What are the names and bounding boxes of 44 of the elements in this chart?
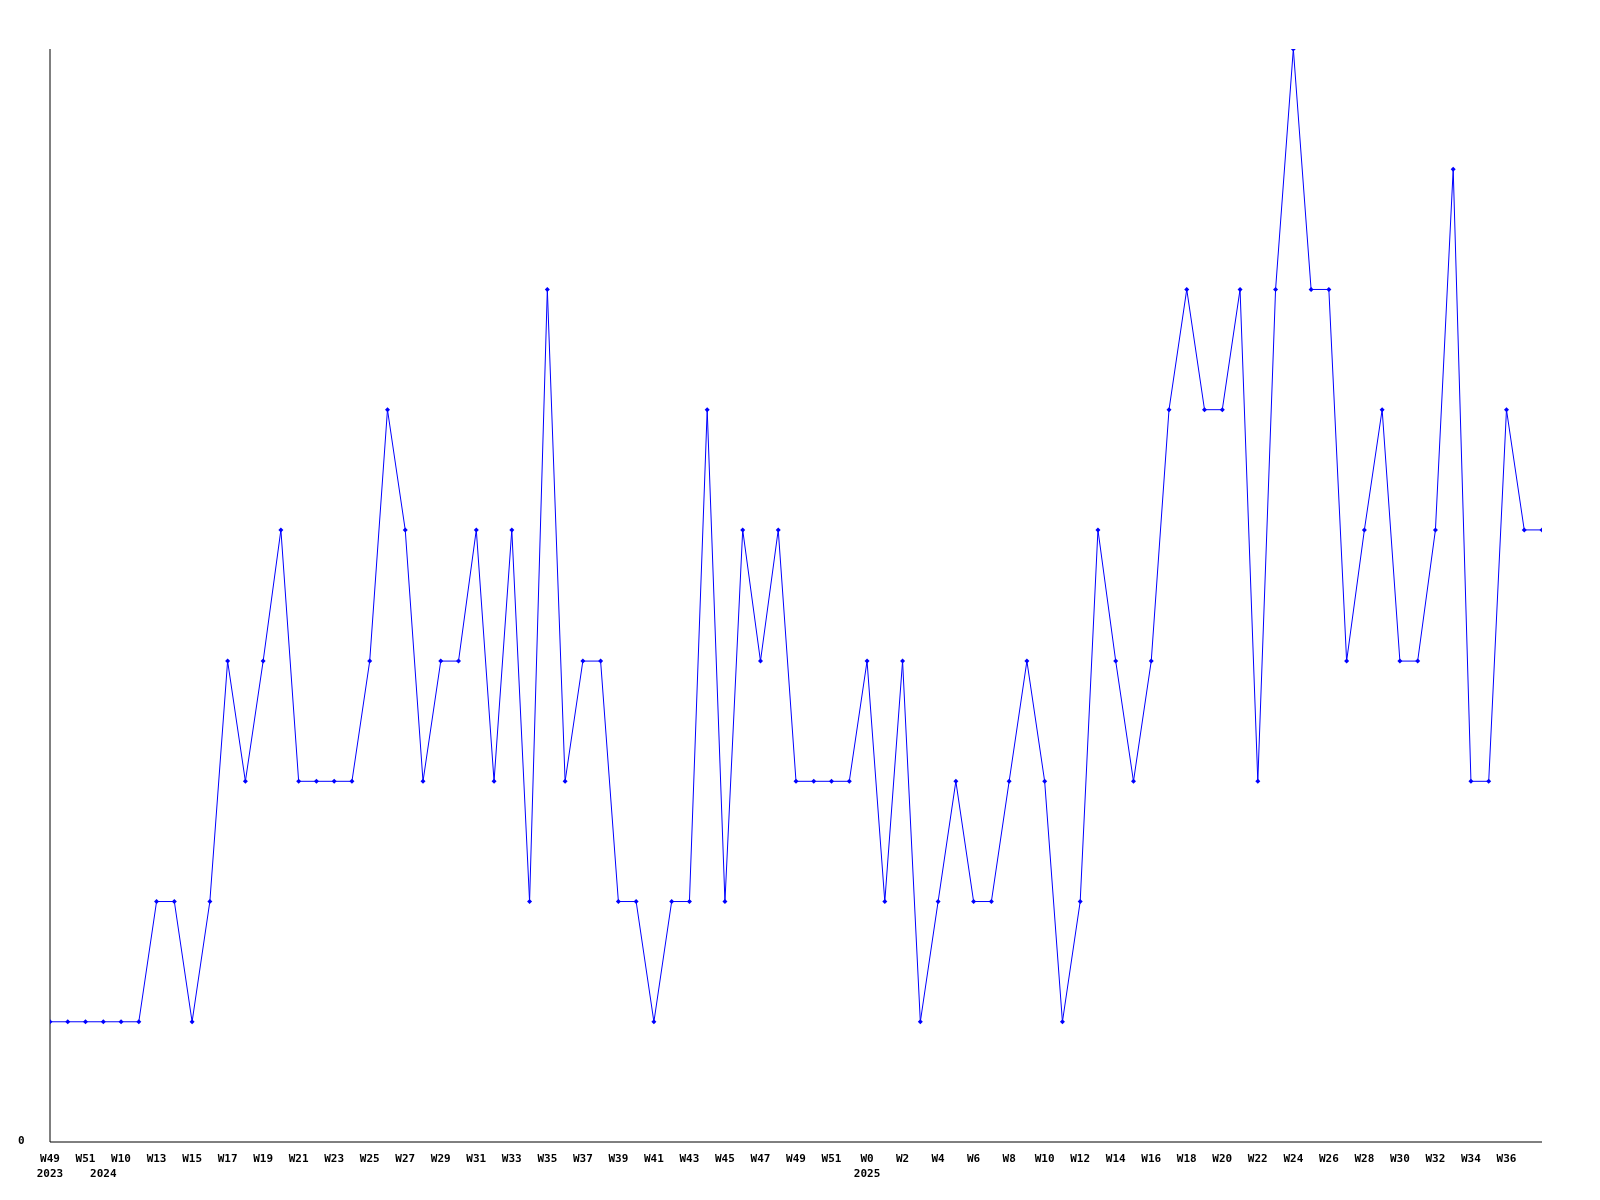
x-tick-label: W30 [1389,1152,1410,1165]
x-tick-label: W6 [966,1152,981,1165]
x-tick-label: W19 [253,1152,274,1165]
x-tick-label: W10 [1034,1152,1055,1165]
x-tick-label: W23 [324,1152,345,1165]
text: 0 [18,1134,25,1147]
x-tick-label: W26 [1318,1152,1340,1165]
x-tick-label: W27 [395,1152,416,1165]
x-tick-label: W12 [1070,1152,1091,1165]
x-tick-label: W29 [430,1152,451,1165]
x-tick-label: W33 [501,1152,522,1165]
x-tick-label: W39 [608,1152,629,1165]
x-tick-label: W13 [146,1152,167,1165]
x-tick-label: W8 [1002,1152,1016,1165]
x-tick-label: W22 [1247,1152,1268,1165]
x-tick-label: W45 [715,1152,735,1165]
x-tick-label: W28 [1354,1152,1375,1165]
x-tick-label: W15 [182,1152,203,1165]
x-tick-label: W18 [1176,1152,1197,1165]
x-tick-label: W2 [895,1152,910,1165]
x-tick-label: W24 [1283,1152,1304,1165]
x-tick-label: W36 [1496,1152,1517,1165]
x-tick-label: W47 [750,1152,771,1165]
x-tick-label: W16 [1141,1152,1162,1165]
x-tick-label: W43 [679,1152,700,1165]
x-tick-label: W21 [288,1152,309,1165]
x-tick-label: W49 2023 [36,1152,64,1180]
x-tick-label: W34 [1461,1152,1482,1165]
x-tick-label: W0 2025 [853,1152,881,1180]
x-tick-label: W25 [359,1152,380,1165]
x-tick-label: W41 [643,1152,665,1165]
x-tick-label: W10 [111,1152,131,1165]
x-tick-label: W14 [1105,1152,1127,1165]
x-tick-label: 2024 [90,1167,117,1180]
x-tick-label: W17 [217,1152,238,1165]
x-tick-label: W37 [572,1152,593,1165]
x-tick-label: W31 [466,1152,487,1165]
x-tick-label: W51 [821,1152,842,1165]
x-tick-label: W32 [1425,1152,1446,1165]
x-tick-label: W4 [931,1152,946,1165]
x-tick-label: W49 [786,1152,806,1165]
x-tick-label: W20 [1212,1152,1233,1165]
x-tick-label: W51 [75,1152,96,1165]
x-tick-label: W35 [537,1152,558,1165]
